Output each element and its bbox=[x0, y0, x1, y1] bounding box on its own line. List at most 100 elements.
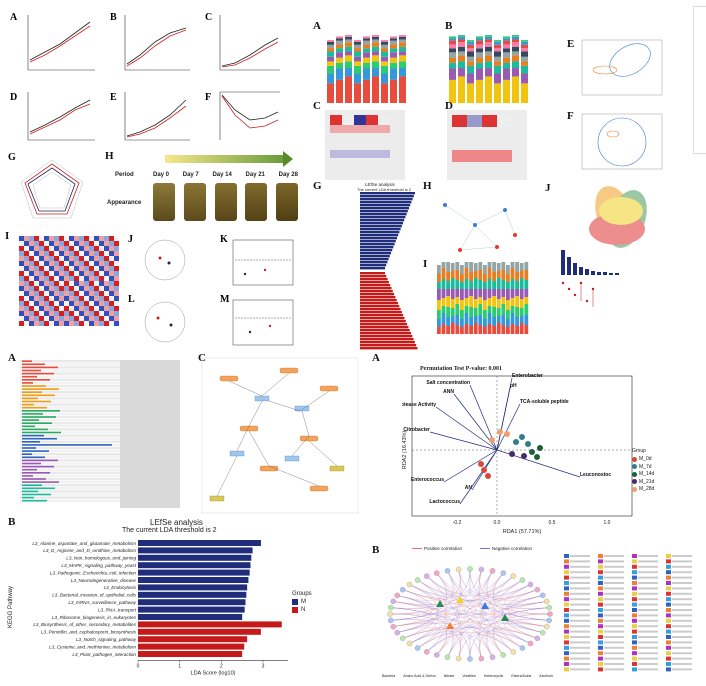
heatmap-cell bbox=[54, 251, 59, 256]
network-edge bbox=[402, 628, 441, 649]
category-label: L3_Plant_pathogen_interaction bbox=[72, 652, 136, 657]
heatmap-cell bbox=[19, 266, 24, 271]
stack-segment bbox=[515, 326, 519, 334]
legend-swatch bbox=[666, 602, 671, 607]
heatmap-cell bbox=[104, 266, 109, 271]
stack-segment bbox=[485, 46, 492, 52]
heatmap-cell bbox=[74, 301, 79, 306]
stack-segment bbox=[449, 48, 456, 53]
stack-segment bbox=[460, 319, 464, 327]
class-band bbox=[120, 360, 180, 508]
timeline-arrowhead bbox=[283, 151, 293, 167]
legend-entry bbox=[638, 657, 658, 660]
heatmap-cell bbox=[99, 261, 104, 266]
legend-item-m: M bbox=[292, 599, 312, 605]
heatmap-cell bbox=[54, 276, 59, 281]
heatmap-cell bbox=[39, 251, 44, 256]
heatmap-cell bbox=[24, 251, 29, 256]
stack-segment bbox=[494, 40, 501, 42]
row-band bbox=[20, 384, 120, 388]
heatmap-cell bbox=[49, 306, 54, 311]
network-node bbox=[547, 611, 553, 617]
network-edge bbox=[458, 595, 543, 659]
fig1-panel-f: F bbox=[205, 91, 280, 140]
fig1-jklm: J K L M bbox=[128, 234, 294, 346]
heatmap-cell bbox=[24, 296, 29, 301]
kegg-panel-label: B bbox=[8, 516, 16, 528]
heatmap-cell bbox=[24, 321, 29, 326]
legend-swatch bbox=[564, 613, 569, 618]
legend-entry bbox=[570, 576, 590, 579]
legend-entry bbox=[672, 598, 692, 601]
heatmap-cell bbox=[79, 301, 84, 306]
heatmap-c bbox=[325, 110, 405, 180]
heatmap-cell bbox=[64, 261, 69, 266]
legend-swatch bbox=[598, 564, 603, 569]
legend-entry bbox=[638, 571, 658, 574]
legend-swatch bbox=[632, 591, 637, 596]
stack-segment bbox=[449, 38, 456, 41]
stack-segment bbox=[487, 324, 492, 334]
fig1-panel-h: H Period Day 0 Day 7 Day 14 Day 21 Day 2… bbox=[105, 150, 300, 225]
legend-entry bbox=[604, 652, 624, 655]
rda-legend-swatch bbox=[632, 464, 637, 469]
heatmap-cell bbox=[89, 236, 94, 241]
rda-sample-point bbox=[481, 467, 487, 473]
legend-swatch bbox=[598, 597, 603, 602]
heatmap-cell bbox=[49, 266, 54, 271]
stack-segment bbox=[501, 280, 506, 289]
stack-segment bbox=[372, 55, 379, 62]
network-hub-node bbox=[481, 602, 489, 609]
class-bar bbox=[22, 462, 41, 465]
heatmap-cell bbox=[109, 281, 114, 286]
stack-segment bbox=[450, 316, 455, 323]
class-bar bbox=[22, 441, 40, 443]
legend-entry bbox=[638, 663, 658, 665]
stack-segment bbox=[363, 79, 370, 103]
stack-segment bbox=[521, 40, 528, 42]
stack-segment bbox=[506, 282, 510, 289]
heatmap-cell bbox=[19, 301, 24, 306]
fig1-line-charts: A B C D E bbox=[10, 12, 280, 141]
stack-segment bbox=[363, 36, 370, 39]
network-edge bbox=[409, 576, 514, 644]
heatmap-cell bbox=[64, 316, 69, 321]
heatmap-cell bbox=[114, 266, 119, 271]
heatmap-cell bbox=[94, 256, 99, 261]
stack-segment bbox=[485, 35, 492, 37]
heatmap-cell bbox=[109, 301, 114, 306]
rda-sample-point bbox=[525, 441, 531, 447]
heatmap-cell bbox=[89, 286, 94, 291]
legend-swatch bbox=[564, 640, 569, 645]
heatmap-cell bbox=[34, 276, 39, 281]
stack-segment bbox=[399, 46, 406, 52]
class-bar bbox=[22, 431, 61, 434]
heatmap-cell bbox=[94, 276, 99, 281]
heatmap-cell bbox=[69, 286, 74, 291]
heatmap-cell bbox=[104, 321, 109, 326]
heatmap-cell bbox=[74, 291, 79, 296]
heatmap-cell bbox=[104, 251, 109, 256]
legend-swatch bbox=[632, 667, 637, 672]
heatmap-d bbox=[447, 110, 527, 180]
stack-segment bbox=[460, 310, 464, 319]
network-edge bbox=[390, 572, 504, 621]
heatmap-cell bbox=[109, 241, 114, 246]
heatmap-cell bbox=[34, 261, 39, 266]
stack-segment bbox=[503, 44, 510, 49]
stack-segment bbox=[483, 265, 487, 274]
stack-segment bbox=[363, 62, 370, 69]
heatmap-cell bbox=[94, 246, 99, 251]
legend-swatch bbox=[632, 613, 637, 618]
stack-segment bbox=[446, 296, 450, 307]
rda-vector-label: TCA-soluble peptide bbox=[520, 399, 569, 405]
legend-entry bbox=[604, 641, 624, 644]
legend-entry bbox=[570, 652, 590, 655]
stack-segment bbox=[455, 270, 460, 280]
stack-segment bbox=[354, 61, 361, 66]
heatmap-cell bbox=[64, 251, 69, 256]
legend-entry bbox=[604, 560, 624, 563]
stack-segment bbox=[399, 51, 406, 56]
stack-segment bbox=[512, 36, 519, 40]
heatmap-cell bbox=[69, 261, 74, 266]
